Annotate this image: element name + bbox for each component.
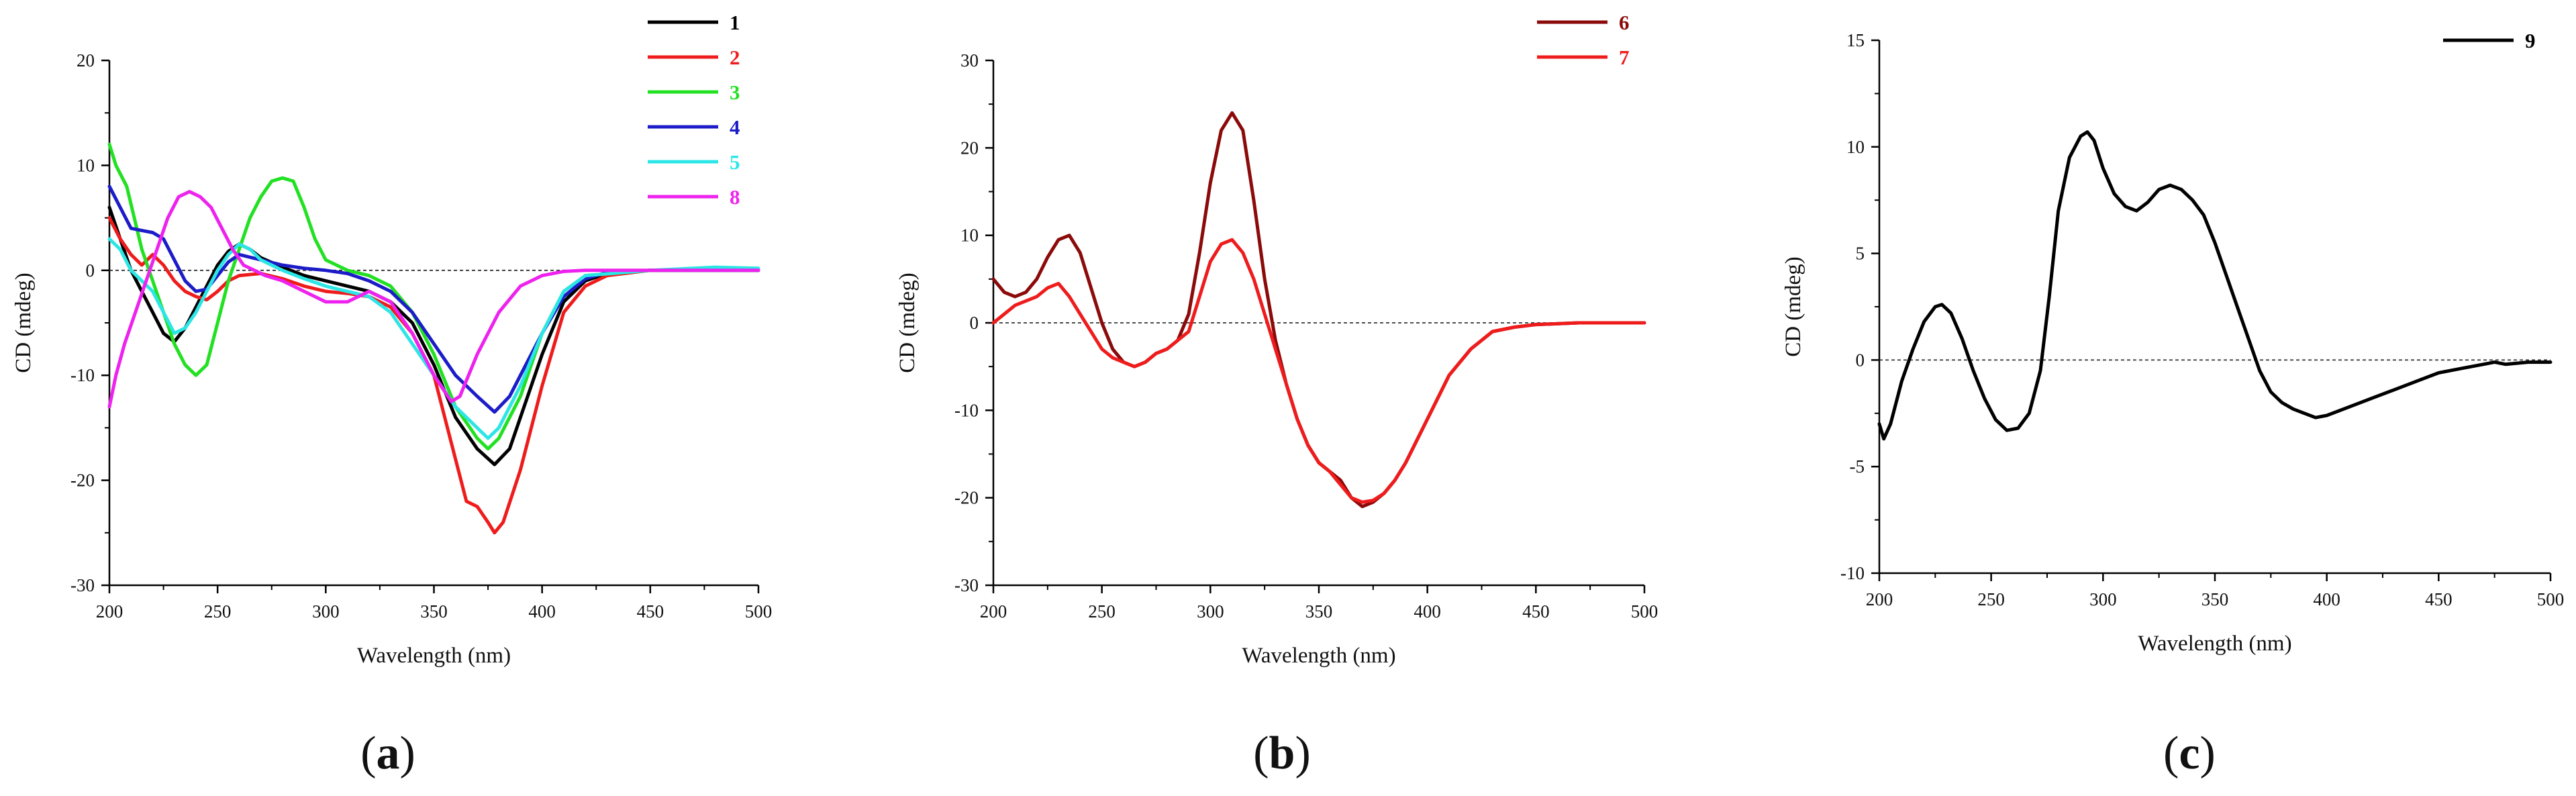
x-tick-label: 350 <box>420 601 448 621</box>
series-line-5 <box>107 237 760 440</box>
panel-label-close: ) <box>2200 728 2216 779</box>
legend-label-4: 4 <box>730 115 740 139</box>
series-line-8 <box>107 190 760 409</box>
x-tick-label: 250 <box>1977 589 2005 609</box>
x-tick-label: 400 <box>528 601 556 621</box>
x-axis-title: Wavelength (nm) <box>2138 632 2291 656</box>
y-tick-label: 30 <box>960 50 979 70</box>
series-line-7 <box>991 238 1646 504</box>
legend-label-8: 8 <box>730 185 740 209</box>
legend-label-3: 3 <box>730 81 740 104</box>
legend-label-9: 9 <box>2525 29 2536 52</box>
x-tick-label: 350 <box>2201 589 2229 609</box>
x-tick-label: 500 <box>1631 601 1658 621</box>
panel-label-letter: c <box>2179 728 2199 779</box>
legend-label-1: 1 <box>730 11 740 34</box>
y-tick-label: -20 <box>954 488 979 508</box>
x-axis-title: Wavelength (nm) <box>357 644 511 668</box>
legend-label-7: 7 <box>1619 46 1630 69</box>
y-tick-label: 0 <box>86 260 95 281</box>
y-tick-label: -10 <box>1840 563 1865 583</box>
y-tick-label: 20 <box>960 138 979 158</box>
x-tick-label: 250 <box>204 601 232 621</box>
y-tick-label: -10 <box>954 400 979 420</box>
x-tick-label: 450 <box>637 601 664 621</box>
x-tick-label: 300 <box>1197 601 1224 621</box>
y-axis-title: CD (mdeg) <box>895 272 920 372</box>
chart-panel-a: 200 250 300 350 400 450 500 -30 -20 -10 0 10 20 Wavel… <box>11 11 772 779</box>
legend-label-5: 5 <box>730 150 740 174</box>
y-tick-label: 5 <box>1856 244 1865 264</box>
y-tick-label: -30 <box>70 575 95 595</box>
x-tick-label: 450 <box>1522 601 1550 621</box>
x-tick-label: 300 <box>312 601 340 621</box>
x-tick-label: 200 <box>980 601 1007 621</box>
chart-panel-c: 200 250 300 350 400 450 500 -10 -5 0 5 10 15 Waveleng… <box>1781 29 2564 779</box>
x-tick-label: 400 <box>2313 589 2340 609</box>
panel-label-letter: b <box>1269 728 1295 779</box>
panel-label-letter: a <box>377 728 400 779</box>
y-tick-label: 10 <box>1846 137 1865 157</box>
y-tick-label: -20 <box>70 470 95 491</box>
x-tick-label: 500 <box>2537 589 2565 609</box>
series-line-6 <box>991 111 1646 509</box>
y-axis-title: CD (mdeg) <box>11 272 36 372</box>
panel-label: (c) <box>2163 728 2216 779</box>
x-tick-label: 250 <box>1088 601 1116 621</box>
legend-label-6: 6 <box>1619 11 1630 34</box>
series-line-1 <box>107 205 760 466</box>
x-tick-label: 300 <box>2089 589 2117 609</box>
panel-label-close: ) <box>400 728 415 779</box>
series-line-3 <box>107 142 760 451</box>
x-tick-label: 450 <box>2425 589 2453 609</box>
y-tick-label: 0 <box>1856 350 1865 370</box>
y-tick-label: -10 <box>70 365 95 385</box>
panel-label-open: ( <box>2163 728 2179 779</box>
chart-panel-b: 200 250 300 350 400 450 500 -30 -20 -10 0 10 20 30 Wav… <box>895 11 1658 779</box>
x-tick-label: 350 <box>1305 601 1333 621</box>
panel-label: (a) <box>360 728 415 779</box>
series-line-9 <box>1877 130 2553 441</box>
panel-label-open: ( <box>360 728 376 779</box>
y-axis-title: CD (mdeg) <box>1781 256 1805 356</box>
panel-label-open: ( <box>1253 728 1269 779</box>
y-tick-label: 15 <box>1846 30 1865 50</box>
y-tick-label: 10 <box>960 226 979 246</box>
x-tick-label: 200 <box>96 601 123 621</box>
panel-label-close: ) <box>1295 728 1310 779</box>
x-tick-label: 200 <box>1866 589 1893 609</box>
x-tick-label: 400 <box>1414 601 1441 621</box>
legend-label-2: 2 <box>730 46 740 69</box>
x-tick-label: 500 <box>745 601 773 621</box>
y-tick-label: -30 <box>954 575 979 595</box>
y-tick-label: 0 <box>970 313 979 333</box>
y-tick-label: -5 <box>1850 456 1865 477</box>
x-axis-title: Wavelength (nm) <box>1242 644 1395 668</box>
y-tick-label: 10 <box>77 155 95 175</box>
panel-label: (b) <box>1253 728 1311 779</box>
y-tick-label: 20 <box>77 50 95 70</box>
